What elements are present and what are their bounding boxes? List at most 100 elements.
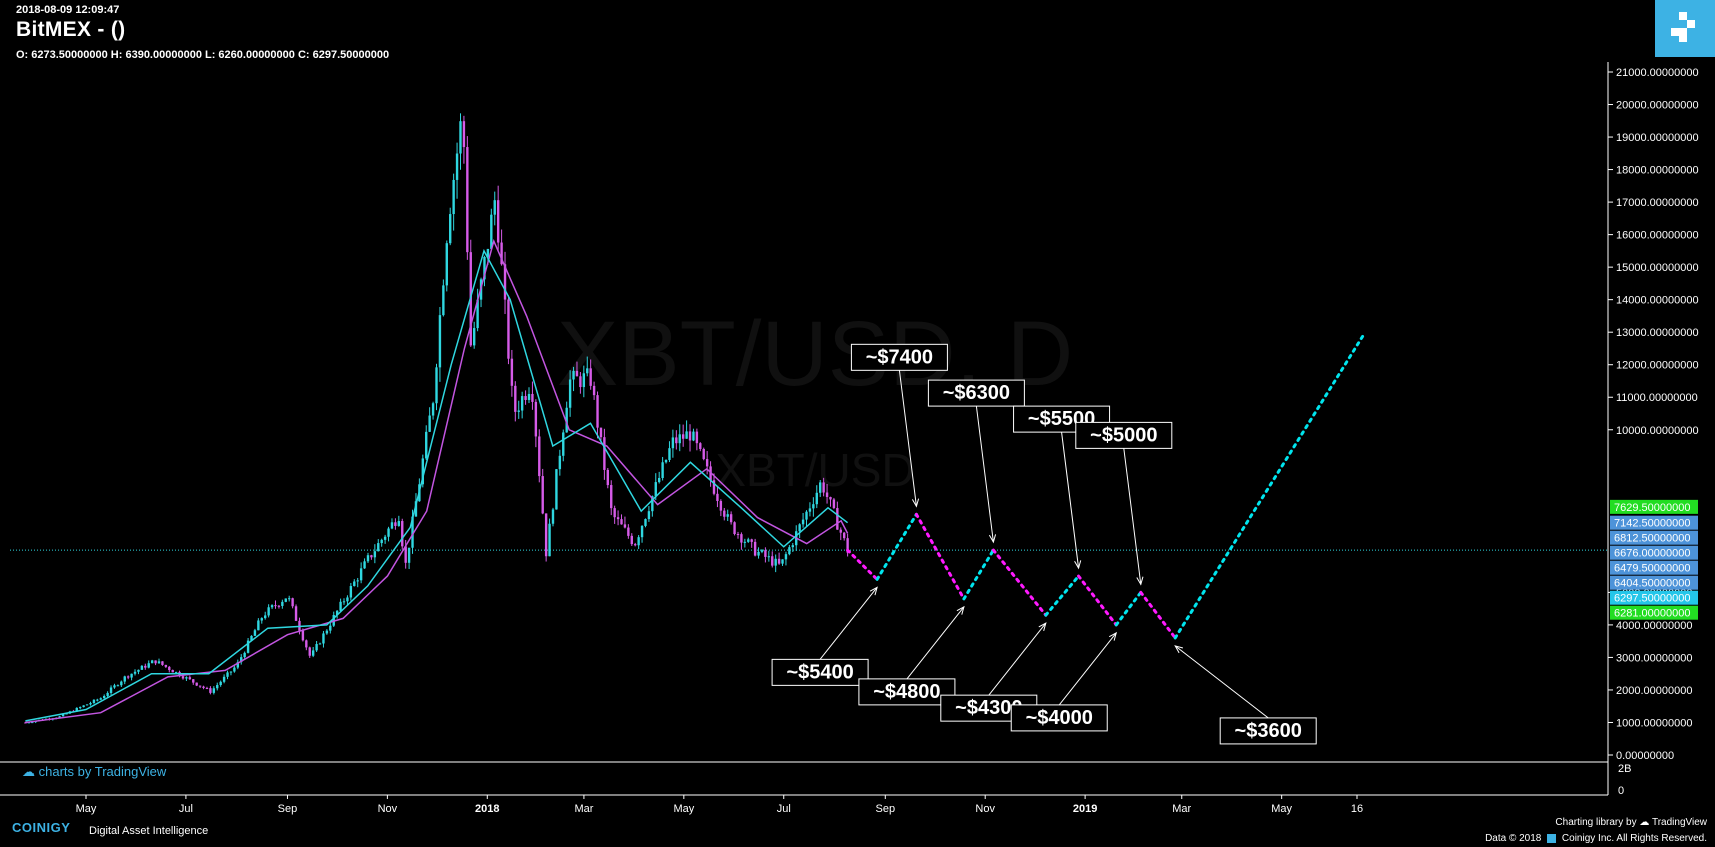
candle-body <box>822 482 825 493</box>
candle-body <box>514 385 517 412</box>
x-tick-label: May <box>1271 803 1292 815</box>
candle-body <box>812 504 815 509</box>
candle-body <box>586 368 589 374</box>
x-tick-label: Nov <box>378 803 398 815</box>
candle-body <box>82 705 85 708</box>
candle-body <box>260 618 263 621</box>
annotation-box <box>1075 421 1173 449</box>
candle-body <box>332 615 335 626</box>
candle-body <box>339 601 342 611</box>
candle-body <box>664 459 668 463</box>
candle-body <box>120 681 123 686</box>
candle-body <box>363 561 366 569</box>
candle-body <box>637 537 640 546</box>
candle-body <box>575 370 579 377</box>
candle-body <box>157 661 161 664</box>
x-tick-label: Mar <box>574 803 593 815</box>
annotation-arrow <box>1058 632 1117 706</box>
candle-body <box>733 522 736 534</box>
annotation-arrow-head <box>1108 631 1118 641</box>
candle-body <box>89 702 92 705</box>
copyright: Data © 2018 <box>1485 833 1542 844</box>
candle-body <box>771 556 774 566</box>
candle-body <box>318 643 322 645</box>
candle-body <box>757 551 760 556</box>
annotation-box <box>858 678 956 706</box>
projection-segment <box>1044 574 1081 617</box>
candle-body <box>784 554 788 560</box>
candle-body <box>657 478 661 483</box>
candle-body <box>551 509 555 524</box>
candle-body <box>630 535 633 545</box>
annotation-label: ~$3600 <box>1235 720 1302 742</box>
candle-body <box>185 677 188 679</box>
candle-body <box>462 121 466 148</box>
time-axis[interactable]: May Jul Sep Nov 2018 Mar May Jul Sep Nov 2019 Mar Ma… <box>76 795 1364 815</box>
candle-body <box>438 315 442 368</box>
symbol-watermark: XBT/USD, D XBT/USD <box>557 303 1073 496</box>
candle-body <box>144 665 147 668</box>
candle-body <box>695 431 699 444</box>
candle-body <box>476 299 479 329</box>
candle-body <box>510 358 514 386</box>
y-tick-label: 11000.00000000 <box>1616 392 1698 404</box>
candle-body <box>568 379 572 408</box>
annotation: ~$4800 <box>858 605 965 706</box>
candle-body <box>113 685 116 688</box>
candle-body <box>277 605 281 607</box>
annotation-arrow <box>1174 645 1269 719</box>
candle-body <box>692 431 695 441</box>
projection-path <box>846 330 1367 640</box>
candle-body <box>195 682 198 686</box>
candle-body <box>685 431 688 439</box>
price-label-box <box>1610 560 1698 575</box>
header-timestamp: 2018-08-09 12:09:47 <box>16 4 120 16</box>
candle-body <box>623 524 627 528</box>
price-label-box <box>1610 590 1698 605</box>
coinigy-brand[interactable]: COINIGY <box>12 820 71 835</box>
annotation-arrow-head <box>1136 576 1144 586</box>
watermark-line-2: XBT/USD <box>715 444 914 496</box>
candle-body <box>716 493 719 502</box>
x-tick-label: May <box>76 803 97 815</box>
candle-body <box>188 677 192 680</box>
candle-body <box>760 550 764 552</box>
tradingview-badge[interactable]: ☁ charts by TradingView <box>22 764 166 780</box>
price-label-box <box>1610 515 1698 530</box>
ma-slow-line <box>25 238 849 724</box>
candle-body <box>774 558 777 566</box>
candle-body <box>137 669 140 672</box>
coinigy-logo-icon[interactable] <box>1655 0 1715 57</box>
candle-body <box>544 513 548 557</box>
candle-body <box>373 551 377 558</box>
price-label-text: 6676.00000000 <box>1614 548 1690 560</box>
annotation-arrow <box>906 606 965 680</box>
annotation-box <box>927 379 1025 407</box>
candle-body <box>829 496 832 500</box>
candle-body <box>723 510 726 517</box>
lower-pane-label: 2B <box>1618 763 1631 775</box>
candle-body <box>520 396 524 411</box>
candle-body <box>517 410 520 412</box>
candle-body <box>229 671 233 673</box>
candle-body <box>753 541 757 556</box>
price-axis[interactable]: 21000.00000000 20000.00000000 19000.000000… <box>1608 67 1699 797</box>
candle-body <box>394 522 397 526</box>
candle-body <box>421 458 425 485</box>
candle-body <box>325 630 329 634</box>
candle-body <box>610 485 613 509</box>
candle-body <box>603 437 606 470</box>
projection-segment <box>962 548 995 601</box>
candle-body <box>842 532 846 539</box>
x-tick-label: Mar <box>1172 803 1191 815</box>
library-brand[interactable]: TradingView <box>1651 817 1707 828</box>
candle-body <box>205 687 209 689</box>
candle-body <box>613 508 616 518</box>
candle-body <box>414 501 418 517</box>
candle-body <box>634 544 637 546</box>
candle-body <box>579 376 582 388</box>
candle-body <box>846 538 849 553</box>
candle-body <box>346 597 349 602</box>
candle-body <box>92 699 96 703</box>
